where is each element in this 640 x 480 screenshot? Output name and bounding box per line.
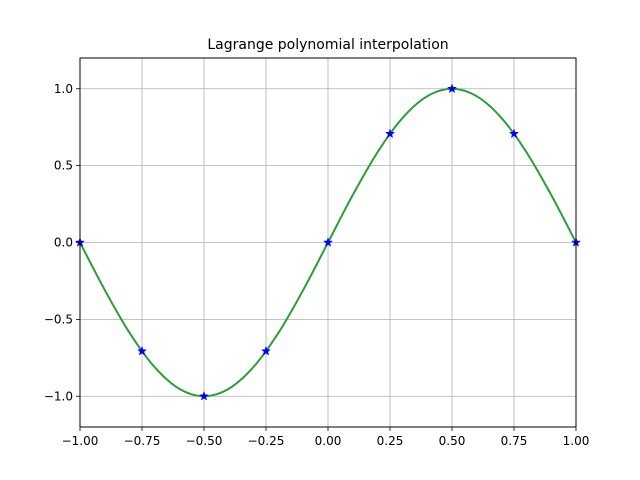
data-point-star: [508, 128, 520, 139]
y-axis: −1.0 −0.5 0.0 0.5 1.0: [44, 82, 80, 403]
data-point-star: [136, 345, 148, 356]
x-tick-label: −0.25: [248, 434, 285, 448]
data-point-star: [384, 128, 396, 139]
x-tick-label: −1.00: [62, 434, 99, 448]
data-point-star: [322, 237, 334, 247]
y-tick-label: −1.0: [44, 389, 73, 403]
y-tick-label: 0.0: [54, 236, 73, 250]
y-tick-label: −0.5: [44, 312, 73, 326]
chart-title: Lagrange polynomial interpolation: [207, 37, 448, 53]
y-tick-label: 1.0: [54, 82, 73, 96]
x-axis: −1.00 −0.75 −0.50 −0.25 0.00 0.25 0.50 0.75 1.00: [62, 427, 590, 448]
y-tick-label: 0.5: [54, 159, 73, 173]
x-tick-label: 0.50: [439, 434, 466, 448]
data-point-star: [260, 345, 272, 356]
data-point-star: [446, 83, 458, 94]
x-tick-label: 0.00: [315, 434, 342, 448]
data-point-star: [198, 390, 210, 401]
x-tick-label: −0.50: [186, 434, 223, 448]
x-tick-label: 0.25: [377, 434, 404, 448]
x-tick-label: 0.75: [501, 434, 528, 448]
x-tick-label: −0.75: [124, 434, 161, 448]
x-tick-label: 1.00: [563, 434, 590, 448]
